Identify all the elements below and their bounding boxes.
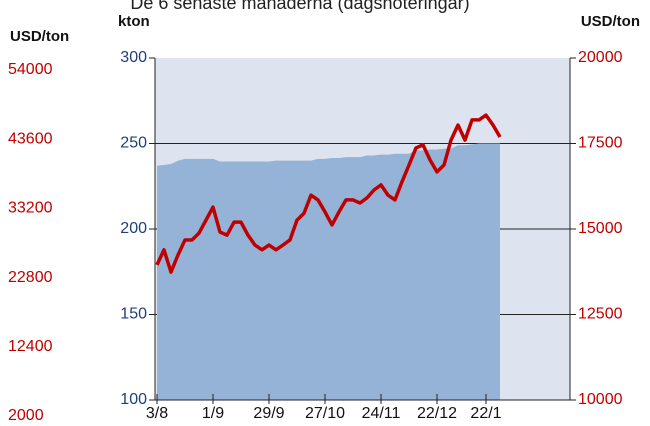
- y2-tick-label: 10000: [578, 391, 623, 408]
- y-tick-label: 150: [120, 306, 147, 323]
- y3-tick-label: 54000: [8, 61, 53, 78]
- y2-tick-label: 20000: [578, 49, 623, 66]
- y2-tick-label: 12500: [578, 306, 623, 323]
- x-tick-label: 27/10: [305, 405, 345, 422]
- y3-tick-label: 22800: [8, 269, 53, 286]
- y-axis-label: kton: [118, 13, 150, 30]
- y-tick-label: 100: [120, 391, 147, 408]
- chart-title: De 6 senaste månaderna (dagsnoteringar): [130, 0, 469, 13]
- line: [155, 113, 502, 274]
- x-tick-label: 1/9: [202, 405, 224, 422]
- y-tick-label: 200: [120, 220, 147, 237]
- y3-axis-label: USD/ton: [10, 28, 69, 45]
- y3-tick-label: 2000: [8, 407, 44, 424]
- y-tick-label: 250: [120, 135, 147, 152]
- y2-tick-label: 17500: [578, 135, 623, 152]
- y2-axis-label: USD/ton: [581, 13, 640, 30]
- y3-tick-label: 33200: [8, 200, 53, 217]
- x-tick-label: 3/8: [146, 405, 168, 422]
- y3-tick-label: 43600: [8, 130, 53, 147]
- y3-tick-label: 12400: [8, 338, 53, 355]
- x-tick-label: 24/11: [362, 405, 401, 422]
- x-tick-label: 22/12: [417, 405, 457, 422]
- y2-tick-label: 15000: [578, 220, 623, 237]
- y-tick-label: 300: [120, 49, 147, 66]
- area: [157, 143, 500, 400]
- x-tick-label: 22/1: [470, 405, 501, 422]
- x-tick-label: 29/9: [253, 405, 284, 422]
